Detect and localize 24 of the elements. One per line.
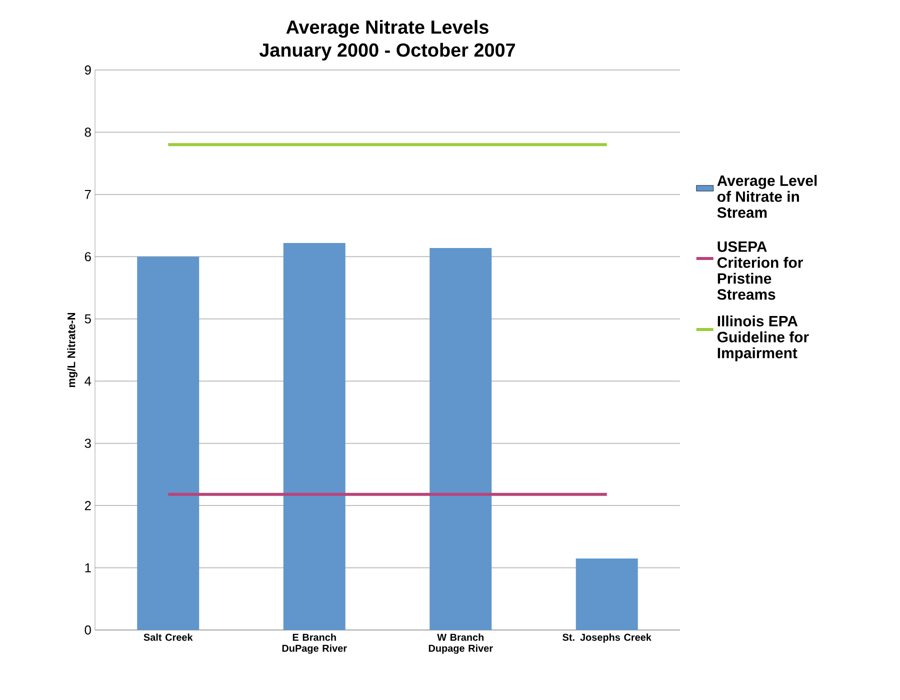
y-tick-label: 4 (84, 376, 92, 386)
y-tick-label: 1 (85, 563, 91, 572)
x-tick-label: E Branch DuPage River (282, 634, 347, 654)
bar (137, 256, 200, 630)
legend-label: Average Level of Nitrate in Stream (717, 174, 817, 218)
legend-label: USEPA Criterion for Pristine Streams (717, 241, 803, 300)
legend-label: Illinois EPA Guideline for Impairment (717, 315, 809, 362)
chart-title: Average Nitrate Levels (286, 20, 488, 38)
x-tick-label: W Branch Dupage River (428, 634, 493, 654)
y-tick-label: 9 (84, 65, 91, 75)
y-tick-label: 8 (84, 128, 91, 137)
x-tick-label: Salt Creek (144, 634, 193, 641)
y-tick-label: 0 (84, 625, 91, 635)
y-tick-label: 2 (84, 501, 91, 510)
y-tick-label: 5 (84, 314, 91, 324)
bar (283, 242, 346, 630)
bar (576, 558, 638, 630)
chart-subtitle: January 2000 - October 2007 (259, 42, 515, 60)
y-tick-label: 3 (84, 438, 91, 448)
y-tick-label: 7 (84, 190, 91, 199)
x-tick-label: St. Josephs Creek (562, 634, 652, 643)
y-axis-title: mg/L Nitrate-N (67, 313, 78, 388)
bar (430, 248, 492, 630)
y-tick-label: 6 (84, 252, 91, 262)
